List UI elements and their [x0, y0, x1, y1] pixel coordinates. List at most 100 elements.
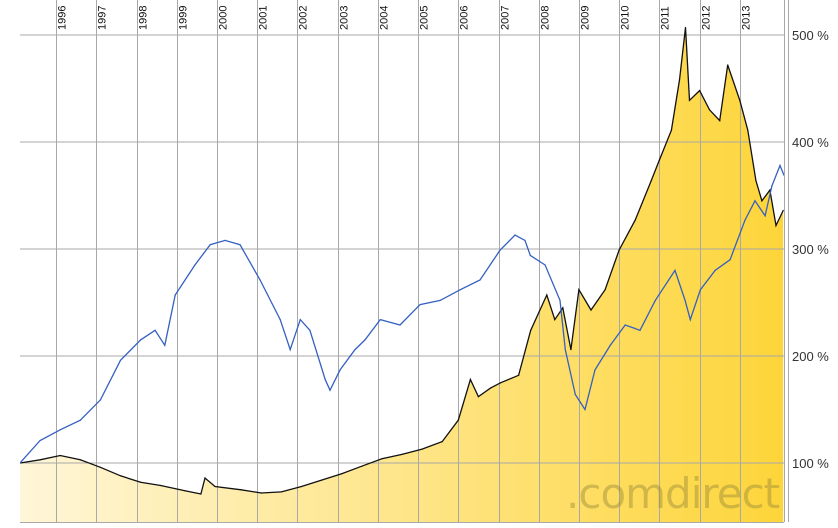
- data-point: [489, 387, 492, 389]
- data-point: [609, 344, 611, 346]
- data-point: [469, 378, 471, 381]
- data-point: [775, 224, 777, 227]
- data-point: [618, 249, 620, 251]
- data-point: [782, 209, 784, 212]
- data-point: [354, 349, 356, 351]
- data-point: [381, 458, 383, 460]
- data-point: [559, 299, 561, 301]
- x-tick-label: 2011: [660, 6, 672, 30]
- x-tick-label: 2006: [459, 6, 471, 30]
- data-point: [574, 393, 576, 396]
- data-point: [650, 179, 652, 182]
- data-point: [524, 239, 526, 241]
- data-point: [499, 249, 501, 251]
- data-point: [279, 319, 281, 321]
- data-point: [764, 215, 766, 217]
- data-point: [755, 179, 757, 182]
- data-point: [744, 219, 746, 221]
- x-tick-label: 2005: [419, 6, 431, 30]
- data-point: [99, 399, 101, 401]
- data-point: [59, 454, 61, 457]
- data-point: [457, 419, 459, 421]
- data-point: [240, 489, 242, 491]
- data-point: [419, 304, 421, 306]
- data-point: [554, 319, 556, 321]
- data-point: [590, 309, 592, 311]
- data-point: [140, 481, 142, 483]
- data-point: [688, 99, 691, 101]
- data-point: [674, 269, 676, 271]
- data-point: [499, 382, 502, 384]
- data-point: [99, 466, 101, 468]
- data-point: [309, 329, 311, 331]
- data-point: [39, 459, 41, 461]
- data-point: [239, 244, 241, 246]
- y-tick-label: 200 %: [792, 349, 829, 364]
- data-point: [604, 289, 606, 291]
- x-tick-label: 2007: [500, 6, 512, 30]
- x-tick-label: 2013: [741, 6, 753, 30]
- x-tick-label: 2001: [258, 6, 270, 30]
- data-point: [299, 319, 301, 321]
- data-point: [59, 429, 61, 431]
- y-tick-label: 100 %: [792, 456, 829, 471]
- data-point: [39, 439, 41, 442]
- data-point: [119, 359, 122, 361]
- data-point: [689, 319, 691, 321]
- data-point: [518, 374, 520, 376]
- x-tick-label: 1999: [178, 6, 190, 30]
- data-point: [341, 473, 343, 475]
- data-point: [530, 329, 532, 331]
- data-point: [79, 419, 81, 421]
- data-point: [329, 389, 331, 391]
- data-point: [714, 269, 716, 271]
- data-point: [379, 319, 381, 321]
- data-point: [119, 475, 122, 477]
- data-point: [584, 408, 586, 411]
- data-point: [699, 289, 702, 291]
- data-point: [699, 90, 701, 92]
- data-point: [739, 99, 741, 101]
- data-point: [578, 289, 580, 291]
- data-point: [421, 448, 423, 450]
- data-point: [761, 200, 763, 202]
- data-point: [546, 294, 548, 296]
- data-point: [719, 120, 721, 122]
- x-tick-label: 2009: [580, 6, 592, 30]
- data-point: [684, 26, 687, 29]
- data-point: [160, 484, 162, 487]
- data-point: [529, 254, 531, 256]
- data-point: [259, 279, 261, 281]
- data-point: [79, 459, 81, 461]
- area-layer: [20, 27, 784, 522]
- data-point: [709, 109, 711, 111]
- x-tick-label: 2002: [298, 6, 310, 30]
- data-point: [194, 264, 196, 266]
- data-point: [783, 174, 784, 176]
- data-point: [324, 378, 326, 381]
- data-point: [769, 189, 771, 191]
- data-point: [459, 289, 461, 291]
- series-line-blue: [20, 163, 784, 464]
- data-point: [20, 462, 21, 464]
- data-point: [639, 329, 641, 331]
- data-point: [140, 339, 142, 341]
- data-point: [289, 349, 291, 351]
- data-point: [361, 465, 363, 467]
- data-point: [477, 396, 479, 398]
- y-tick-label: 300 %: [792, 242, 829, 257]
- data-point: [214, 485, 216, 488]
- data-point: [779, 164, 781, 167]
- data-point: [654, 299, 656, 301]
- series-line-black: [20, 27, 784, 495]
- data-point: [570, 349, 572, 351]
- data-point: [754, 200, 756, 202]
- x-tick-label: 2012: [701, 6, 713, 30]
- x-tick-label: 1997: [97, 6, 109, 30]
- data-point: [594, 369, 596, 371]
- data-point: [321, 479, 323, 481]
- data-point: [399, 324, 401, 326]
- x-tick-label: 1996: [57, 6, 69, 30]
- y-tick-label: 500 %: [792, 28, 829, 43]
- data-point: [684, 299, 686, 301]
